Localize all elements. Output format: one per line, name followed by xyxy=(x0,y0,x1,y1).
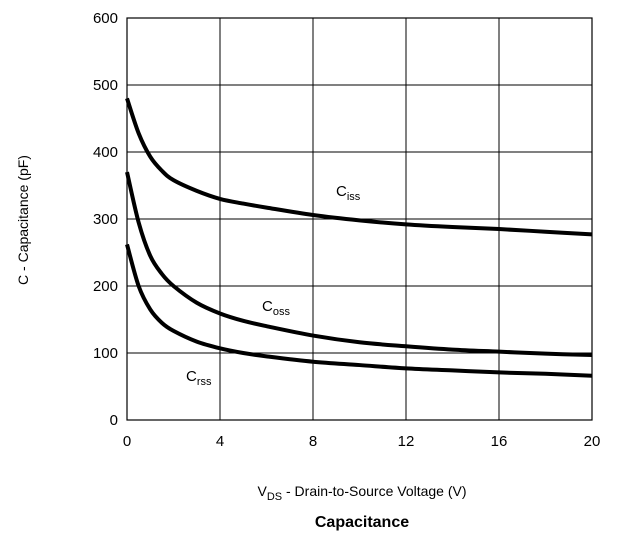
series-label-Coss: Coss xyxy=(262,298,290,318)
grid xyxy=(126,17,593,421)
y-tick-label: 300 xyxy=(93,211,118,228)
x-tick-label: 0 xyxy=(123,433,131,450)
x-tick-label: 12 xyxy=(398,433,415,450)
x-tick-label: 8 xyxy=(309,433,317,450)
y-axis-label: C - Capacitance (pF) xyxy=(15,155,31,285)
y-tick-label: 0 xyxy=(110,412,118,429)
series-label-main: C xyxy=(262,298,273,315)
x-axis-label-rest: - Drain-to-Source Voltage (V) xyxy=(282,483,466,499)
x-tick-label: 4 xyxy=(216,433,224,450)
series-label-main: C xyxy=(336,183,347,200)
series-line-Coss xyxy=(125,171,593,358)
series-label-Ciss: Ciss xyxy=(336,183,361,203)
y-tick-label: 400 xyxy=(93,144,118,161)
y-tick-label: 600 xyxy=(93,10,118,27)
series-label-subscript: oss xyxy=(273,306,291,318)
series-label-subscript: rss xyxy=(197,376,212,388)
series-label-main: C xyxy=(186,368,197,385)
y-tick-label: 200 xyxy=(93,278,118,295)
y-tick-label: 500 xyxy=(93,77,118,94)
x-axis-label-subscript: DS xyxy=(267,491,282,503)
x-tick-label: 20 xyxy=(584,433,601,450)
series-label-Crss: Crss xyxy=(186,368,212,388)
data-series xyxy=(125,97,593,378)
chart-title: Capacitance xyxy=(315,514,409,531)
plot-frame xyxy=(126,17,593,421)
x-tick-label: 16 xyxy=(491,433,508,450)
series-label-subscript: iss xyxy=(347,191,361,203)
x-axis-label-main: V xyxy=(257,483,267,499)
series-line-Crss xyxy=(125,243,593,378)
y-tick-label: 100 xyxy=(93,345,118,362)
x-axis-label: VDS - Drain-to-Source Voltage (V) xyxy=(257,483,466,503)
series-line-Ciss xyxy=(125,97,593,237)
